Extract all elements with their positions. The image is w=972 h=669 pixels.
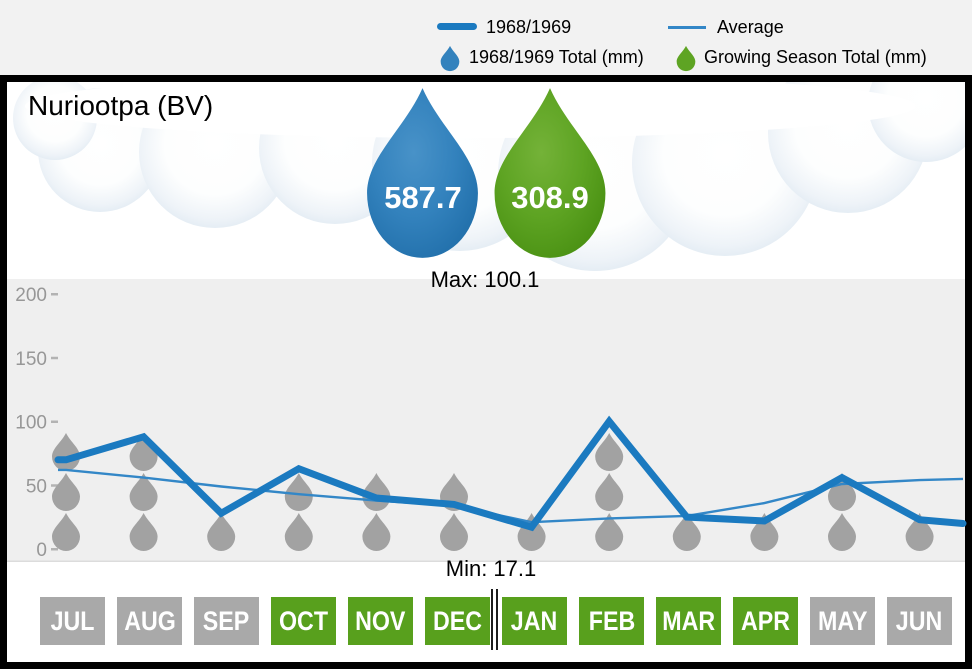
month-button-nov[interactable]: NOV <box>348 597 413 645</box>
page-title: Nuriootpa (BV) <box>28 90 214 121</box>
blue-droplet-icon <box>440 45 460 72</box>
month-button-jun[interactable]: JUN <box>887 597 952 645</box>
month-label: JAN <box>511 605 558 636</box>
month-label: MAY <box>817 605 868 636</box>
month-button-oct[interactable]: OCT <box>271 597 336 645</box>
month-label: DEC <box>432 605 483 636</box>
season-total-value: 308.9 <box>511 180 589 215</box>
year-line-label: 1968/1969 <box>486 17 572 37</box>
month-button-feb[interactable]: FEB <box>579 597 644 645</box>
year-line-swatch <box>437 23 477 30</box>
month-button-sep[interactable]: SEP <box>194 597 259 645</box>
month-label: SEP <box>203 605 250 636</box>
average-line-swatch <box>668 26 706 29</box>
month-label: FEB <box>588 605 635 636</box>
month-button-may[interactable]: MAY <box>810 597 875 645</box>
green-droplet-icon <box>676 45 696 72</box>
season-separator <box>491 589 498 650</box>
month-button-aug[interactable]: AUG <box>117 597 182 645</box>
month-label: JUL <box>50 605 95 636</box>
year-total-label: 1968/1969 Total (mm) <box>469 47 644 67</box>
month-label: JUN <box>896 605 943 636</box>
month-label: AUG <box>123 605 176 636</box>
average-line-label: Average <box>717 17 784 37</box>
min-annotation: Min: 17.1 <box>445 556 537 581</box>
month-label: APR <box>740 605 791 636</box>
legend-bar: 1968/1969 Average 1968/1969 Total (mm) G… <box>0 0 972 75</box>
month-label: MAR <box>662 605 715 636</box>
month-button-jan[interactable]: JAN <box>502 597 567 645</box>
month-label: OCT <box>278 605 329 636</box>
month-button-dec[interactable]: DEC <box>425 597 490 645</box>
month-button-apr[interactable]: APR <box>733 597 798 645</box>
month-label: NOV <box>355 605 406 636</box>
month-button-jul[interactable]: JUL <box>40 597 105 645</box>
month-button-mar[interactable]: MAR <box>656 597 721 645</box>
month-selector: JUL AUG SEP OCT NOV DEC JAN FEB MAR APR MAY JUN <box>40 597 964 645</box>
year-total-value: 587.7 <box>384 180 462 215</box>
max-annotation: Max: 100.1 <box>430 267 540 292</box>
season-total-label: Growing Season Total (mm) <box>704 47 927 67</box>
